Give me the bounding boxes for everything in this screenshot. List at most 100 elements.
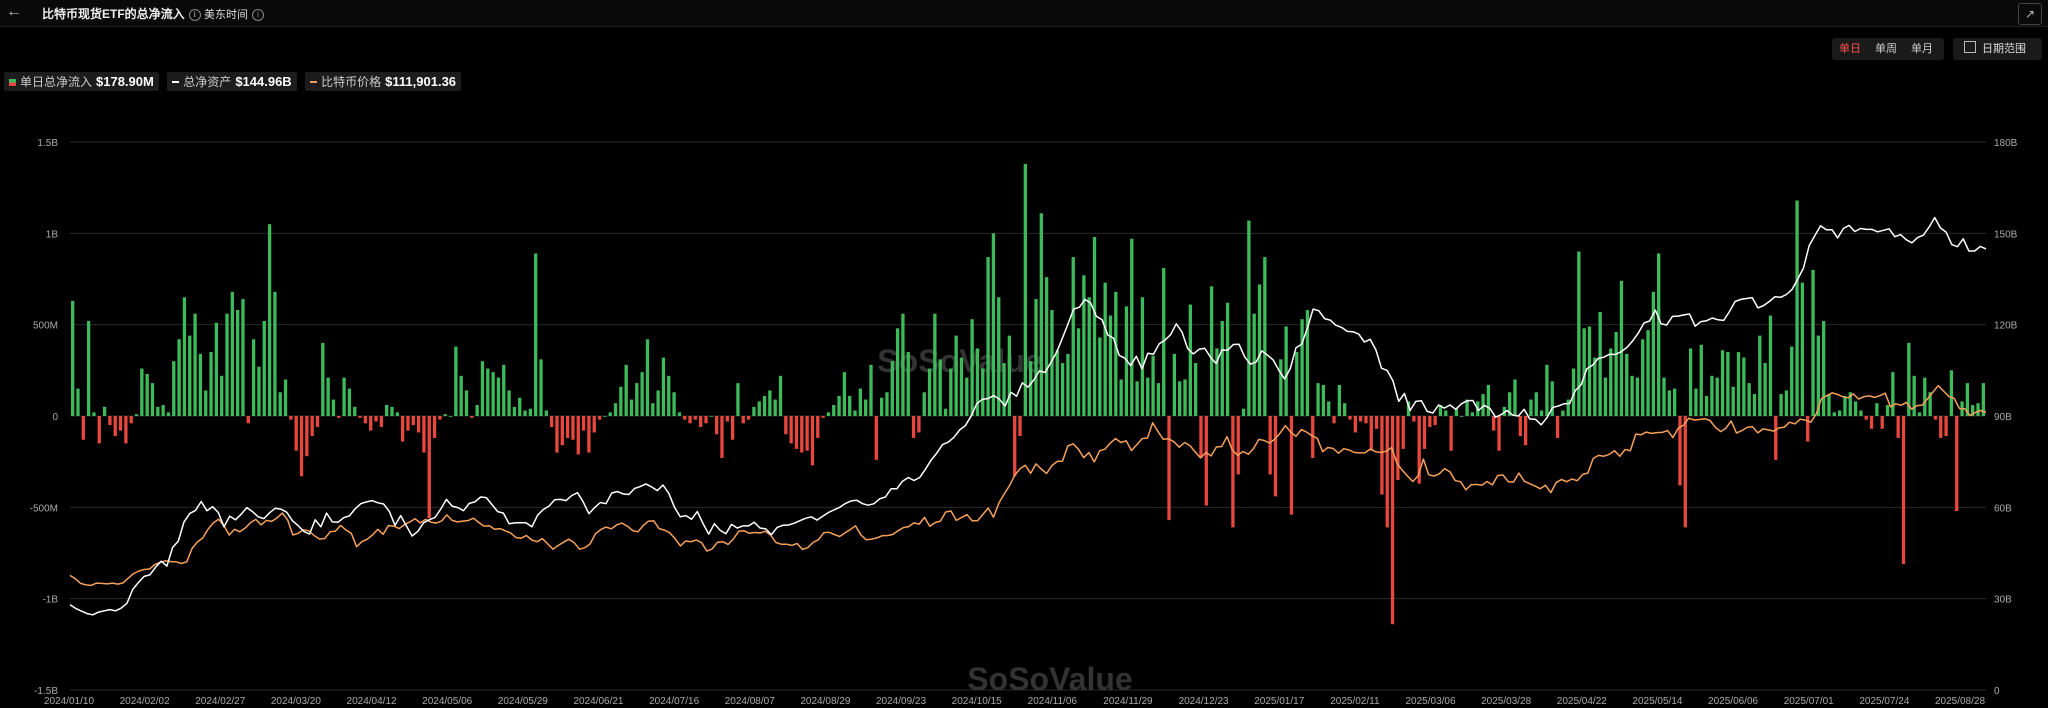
outflow-bar[interactable] xyxy=(1348,416,1352,420)
outflow-bar[interactable] xyxy=(1369,416,1373,451)
inflow-bar[interactable] xyxy=(342,377,346,416)
inflow-bar[interactable] xyxy=(1119,379,1123,416)
inflow-bar[interactable] xyxy=(1795,200,1799,416)
inflow-bar[interactable] xyxy=(464,390,469,416)
inflow-bar[interactable] xyxy=(959,357,964,416)
outflow-bar[interactable] xyxy=(911,416,916,438)
inflow-bar[interactable] xyxy=(1279,359,1283,416)
outflow-bar[interactable] xyxy=(1955,416,1959,511)
inflow-bar[interactable] xyxy=(1257,284,1262,416)
inflow-bar[interactable] xyxy=(326,377,330,416)
inflow-bar[interactable] xyxy=(1843,395,1847,416)
outflow-bar[interactable] xyxy=(560,416,564,446)
info-icon[interactable]: i xyxy=(188,9,201,21)
inflow-bar[interactable] xyxy=(1981,383,1985,416)
inflow-bar[interactable] xyxy=(486,368,490,416)
inflow-bar[interactable] xyxy=(1156,383,1161,416)
outflow-bar[interactable] xyxy=(800,416,804,453)
inflow-bar[interactable] xyxy=(1215,348,1219,416)
inflow-bar[interactable] xyxy=(1694,388,1698,416)
inflow-bar[interactable] xyxy=(1673,388,1677,416)
inflow-bar[interactable] xyxy=(858,388,862,416)
inflow-bar[interactable] xyxy=(629,399,634,416)
inflow-bar[interactable] xyxy=(1822,321,1826,416)
inflow-bar[interactable] xyxy=(1188,304,1192,416)
inflow-bar[interactable] xyxy=(938,359,942,416)
inflow-bar[interactable] xyxy=(1225,302,1230,416)
inflow-bar[interactable] xyxy=(1438,405,1443,416)
inflow-bar[interactable] xyxy=(251,339,256,416)
outflow-bar[interactable] xyxy=(427,416,431,519)
inflow-bar[interactable] xyxy=(1481,394,1485,416)
inflow-bar[interactable] xyxy=(491,372,495,416)
outflow-bar[interactable] xyxy=(1939,416,1943,438)
outflow-bar[interactable] xyxy=(113,416,117,437)
outflow-bar[interactable] xyxy=(1449,416,1453,451)
inflow-bar[interactable] xyxy=(954,335,958,416)
outflow-bar[interactable] xyxy=(720,416,724,459)
inflow-bar[interactable] xyxy=(1178,381,1182,416)
total-net-assets-line[interactable] xyxy=(69,216,1987,616)
outflow-bar[interactable] xyxy=(576,416,580,455)
inflow-bar[interactable] xyxy=(1327,401,1331,416)
inflow-bar[interactable] xyxy=(172,361,176,416)
inflow-bar[interactable] xyxy=(150,383,155,416)
period-monthly[interactable]: 单月 xyxy=(1911,43,1933,55)
inflow-bar[interactable] xyxy=(1779,394,1783,416)
inflow-bar[interactable] xyxy=(220,375,224,416)
inflow-bar[interactable] xyxy=(661,357,666,416)
inflow-bar[interactable] xyxy=(1710,375,1714,416)
outflow-bar[interactable] xyxy=(129,416,133,424)
inflow-bar[interactable] xyxy=(1603,377,1608,416)
inflow-bar[interactable] xyxy=(640,372,644,416)
inflow-bar[interactable] xyxy=(975,348,980,416)
inflow-bar[interactable] xyxy=(1460,416,1464,417)
inflow-bar[interactable] xyxy=(1688,348,1693,416)
inflow-bar[interactable] xyxy=(736,383,740,416)
inflow-bar[interactable] xyxy=(965,377,969,416)
inflow-bar[interactable] xyxy=(76,388,80,416)
inflow-bar[interactable] xyxy=(773,399,777,416)
outflow-bar[interactable] xyxy=(416,416,421,433)
inflow-bar[interactable] xyxy=(459,375,463,416)
outflow-bar[interactable] xyxy=(1231,416,1235,528)
inflow-bar[interactable] xyxy=(864,399,868,416)
inflow-bar[interactable] xyxy=(1039,213,1043,416)
inflow-bar[interactable] xyxy=(241,299,245,416)
inflow-bar[interactable] xyxy=(1034,299,1038,416)
outflow-bar[interactable] xyxy=(1273,416,1278,497)
outflow-bar[interactable] xyxy=(699,416,703,427)
inflow-bar[interactable] xyxy=(518,397,522,416)
inflow-bar[interactable] xyxy=(92,412,96,416)
inflow-bar[interactable] xyxy=(1848,392,1852,416)
outflow-bar[interactable] xyxy=(1806,416,1810,442)
outflow-bar[interactable] xyxy=(470,416,474,418)
inflow-bar[interactable] xyxy=(677,412,682,416)
inflow-bar[interactable] xyxy=(134,414,139,416)
outflow-bar[interactable] xyxy=(1289,416,1294,515)
inflow-bar[interactable] xyxy=(1715,377,1719,416)
outflow-bar[interactable] xyxy=(1332,416,1336,424)
inflow-bar[interactable] xyxy=(1162,268,1166,416)
inflow-bar[interactable] xyxy=(1108,315,1113,416)
inflow-bar[interactable] xyxy=(182,297,187,416)
outflow-bar[interactable] xyxy=(741,416,745,424)
inflow-bar[interactable] xyxy=(1720,350,1725,416)
outflow-bar[interactable] xyxy=(294,416,298,451)
inflow-bar[interactable] xyxy=(1076,328,1081,416)
outflow-bar[interactable] xyxy=(305,416,309,457)
outflow-bar[interactable] xyxy=(1417,416,1421,484)
date-range-button[interactable]: 日期范围 xyxy=(1953,38,2042,60)
outflow-bar[interactable] xyxy=(1896,416,1900,438)
outflow-bar[interactable] xyxy=(400,416,405,442)
inflow-bar[interactable] xyxy=(890,361,894,416)
inflow-bar[interactable] xyxy=(1630,375,1634,416)
outflow-bar[interactable] xyxy=(1901,416,1906,564)
inflow-bar[interactable] xyxy=(997,297,1001,416)
inflow-bar[interactable] xyxy=(1651,291,1656,416)
inflow-bar[interactable] xyxy=(86,321,91,416)
outflow-bar[interactable] xyxy=(1353,416,1357,433)
inflow-bar[interactable] xyxy=(1646,330,1650,416)
inflow-bar[interactable] xyxy=(390,406,394,416)
